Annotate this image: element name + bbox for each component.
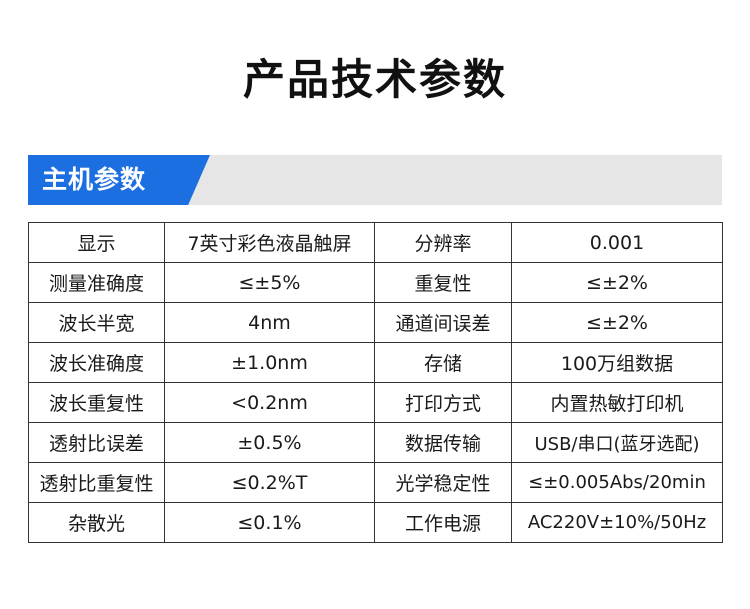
spec-value: ±1.0nm [164, 342, 375, 383]
spec-label: 通道间误差 [374, 302, 512, 343]
table-row: 杂散光 ≤0.1% 工作电源 AC220V±10%/50Hz [28, 502, 723, 543]
spec-value: 4nm [164, 302, 375, 343]
spec-value: <0.2nm [164, 382, 375, 423]
spec-label: 波长准确度 [28, 342, 165, 383]
spec-value: USB/串口(蓝牙选配) [511, 422, 723, 463]
section-tab [28, 155, 210, 205]
section-title: 主机参数 [42, 165, 147, 194]
spec-label: 分辨率 [374, 222, 512, 263]
page-title: 产品技术参数 [242, 55, 507, 104]
spec-label: 光学稳定性 [374, 462, 512, 503]
table-row: 波长重复性 <0.2nm 打印方式 内置热敏打印机 [28, 382, 723, 423]
table-row: 透射比重复性 ≤0.2%T 光学稳定性 ≤±0.005Abs/20min [28, 462, 723, 503]
table-row: 显示 7英寸彩色液晶触屏 分辨率 0.001 [28, 222, 723, 263]
spec-value: AC220V±10%/50Hz [511, 502, 723, 543]
spec-value: ±0.5% [164, 422, 375, 463]
spec-value: ≤±2% [511, 262, 723, 303]
spec-label: 波长重复性 [28, 382, 165, 423]
spec-value: ≤0.1% [164, 502, 375, 543]
spec-value: ≤±5% [164, 262, 375, 303]
table-row: 波长准确度 ±1.0nm 存储 100万组数据 [28, 342, 723, 383]
table-row: 透射比误差 ±0.5% 数据传输 USB/串口(蓝牙选配) [28, 422, 723, 463]
spec-value: 7英寸彩色液晶触屏 [164, 222, 375, 263]
table-row: 测量准确度 ≤±5% 重复性 ≤±2% [28, 262, 723, 303]
table-row: 波长半宽 4nm 通道间误差 ≤±2% [28, 302, 723, 343]
spec-label: 数据传输 [374, 422, 512, 463]
spec-value: ≤0.2%T [164, 462, 375, 503]
spec-label: 测量准确度 [28, 262, 165, 303]
spec-label: 存储 [374, 342, 512, 383]
spec-label: 透射比重复性 [28, 462, 165, 503]
spec-label: 杂散光 [28, 502, 165, 543]
section-header: 主机参数 [28, 155, 722, 205]
spec-value: 内置热敏打印机 [511, 382, 723, 423]
spec-label: 打印方式 [374, 382, 512, 423]
spec-table: 显示 7英寸彩色液晶触屏 分辨率 0.001 测量准确度 ≤±5% 重复性 ≤±… [28, 222, 723, 543]
spec-label: 显示 [28, 222, 165, 263]
spec-value: ≤±0.005Abs/20min [511, 462, 723, 503]
spec-value: ≤±2% [511, 302, 723, 343]
spec-label: 重复性 [374, 262, 512, 303]
spec-label: 工作电源 [374, 502, 512, 543]
spec-label: 透射比误差 [28, 422, 165, 463]
spec-value: 100万组数据 [511, 342, 723, 383]
spec-label: 波长半宽 [28, 302, 165, 343]
spec-value: 0.001 [511, 222, 723, 263]
